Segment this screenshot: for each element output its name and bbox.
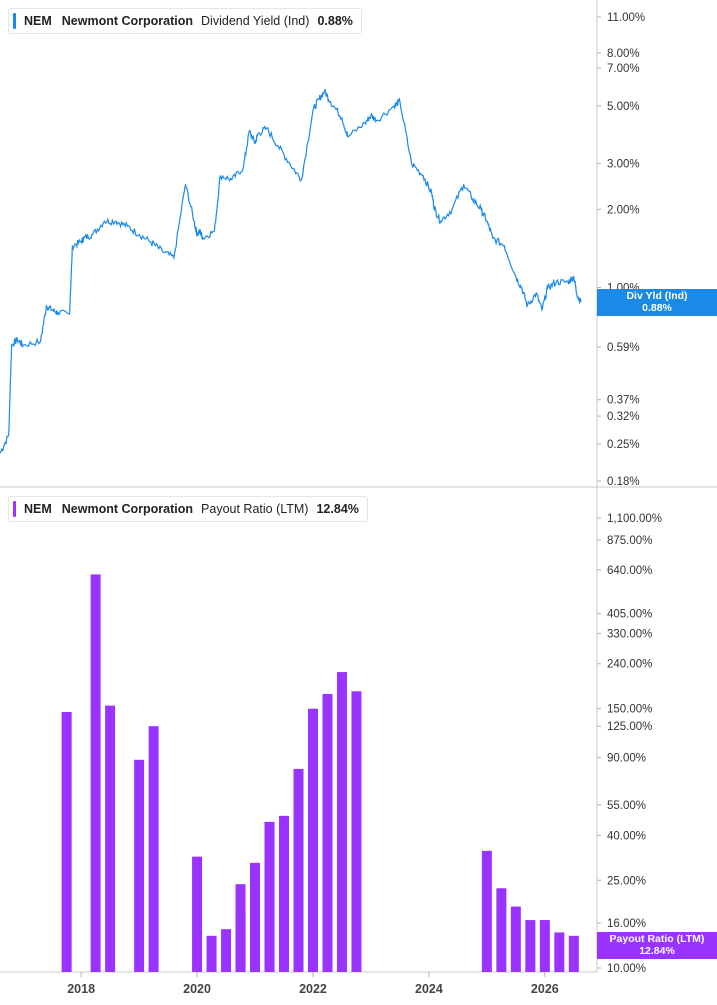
flag-label: Div Yld (Ind) — [626, 290, 688, 302]
x-tick-label: 2022 — [299, 982, 327, 996]
metric-value: 0.88% — [317, 14, 353, 28]
top-y-tick-label: 0.18% — [607, 476, 640, 488]
payout-ratio-bar — [134, 759, 145, 972]
payout-value-flag: Payout Ratio (LTM) 12.84% — [597, 932, 717, 959]
payout-ratio-bars — [61, 574, 579, 972]
payout-ratio-bar — [235, 884, 246, 972]
top-y-tick-label: 7.00% — [607, 63, 640, 75]
top-y-tick-label: 3.00% — [607, 159, 640, 171]
top-y-tick-label: 5.00% — [607, 101, 640, 113]
flag-label: Payout Ratio (LTM) — [609, 933, 705, 945]
top-y-tick-label: 0.32% — [607, 411, 640, 423]
bottom-y-tick-label: 40.00% — [607, 830, 646, 842]
ticker-label[interactable]: NEM — [24, 14, 52, 28]
bottom-y-tick-label: 150.00% — [607, 704, 652, 716]
bottom-y-tick-label: 1,100.00% — [607, 513, 662, 525]
company-name: Newmont Corporation — [61, 502, 194, 516]
series-color-swatch — [13, 13, 16, 29]
payout-ratio-bar — [192, 856, 203, 972]
x-tick-label: 2018 — [67, 982, 95, 996]
payout-ratio-bar — [336, 672, 347, 972]
payout-ratio-bar — [510, 906, 521, 972]
top-y-tick-label: 0.25% — [607, 439, 640, 451]
payout-ratio-bar — [554, 932, 565, 972]
top-y-tick-label: 11.00% — [607, 12, 645, 24]
payout-ratio-bar — [351, 691, 362, 972]
payout-ratio-bar — [525, 920, 536, 972]
bottom-legend: NEM Newmont Corporation Payout Ratio (LT… — [8, 496, 368, 522]
x-tick-label: 2024 — [415, 982, 443, 996]
top-y-axis: 11.00%8.00%7.00%5.00%3.00%2.00%1.00%0.81… — [597, 12, 645, 488]
payout-ratio-bar — [293, 768, 304, 972]
payout-ratio-bar — [264, 821, 275, 972]
flag-value: 12.84% — [639, 945, 675, 957]
payout-ratio-bar — [496, 888, 507, 972]
payout-ratio-bar — [90, 574, 101, 972]
payout-ratio-bar — [322, 693, 333, 972]
bottom-y-tick-label: 405.00% — [607, 609, 652, 621]
top-y-tick-label: 0.37% — [607, 395, 640, 407]
top-y-tick-label: 8.00% — [607, 48, 640, 60]
payout-ratio-bar — [148, 726, 159, 972]
bottom-y-tick-label: 875.00% — [607, 535, 652, 547]
bottom-y-tick-label: 16.00% — [607, 918, 646, 930]
bottom-y-tick-label: 10.00% — [607, 963, 646, 975]
payout-ratio-bar — [206, 935, 217, 972]
metric-name: Dividend Yield (Ind) — [201, 14, 310, 28]
top-legend: NEM Newmont Corporation Dividend Yield (… — [8, 8, 362, 34]
payout-ratio-bar — [568, 935, 579, 972]
payout-ratio-bar — [105, 705, 116, 972]
payout-ratio-bar — [250, 862, 261, 972]
flag-value: 0.88% — [642, 302, 672, 314]
x-axis: 2018 2020 2022 2024 2026 — [67, 972, 559, 996]
bottom-y-tick-label: 240.00% — [607, 659, 652, 671]
payout-ratio-bar — [279, 815, 290, 972]
top-y-tick-label: 0.59% — [607, 342, 640, 354]
bottom-y-tick-label: 330.00% — [607, 628, 652, 640]
payout-ratio-bar — [307, 708, 318, 972]
yield-value-flag: Div Yld (Ind) 0.88% — [597, 289, 717, 316]
metric-value: 12.84% — [316, 502, 359, 516]
payout-ratio-bar — [481, 850, 492, 972]
payout-ratio-bar — [221, 929, 232, 972]
company-name: Newmont Corporation — [61, 14, 194, 28]
payout-ratio-bar — [61, 711, 72, 972]
bottom-y-axis: 1,100.00% 875.00% 640.00% 405.00% 330.00% 240… — [597, 513, 662, 975]
series-color-swatch — [13, 501, 16, 517]
bottom-y-tick-label: 25.00% — [607, 875, 646, 887]
top-y-tick-label: 2.00% — [607, 204, 640, 216]
payout-ratio-bar — [539, 920, 550, 972]
x-tick-label: 2026 — [531, 982, 559, 996]
bottom-y-tick-label: 125.00% — [607, 721, 652, 733]
bottom-y-tick-label: 640.00% — [607, 565, 652, 577]
dividend-yield-line — [0, 89, 582, 454]
x-tick-label: 2020 — [183, 982, 211, 996]
ticker-label[interactable]: NEM — [24, 502, 52, 516]
bottom-y-tick-label: 90.00% — [607, 753, 646, 765]
bottom-y-tick-label: 55.00% — [607, 800, 646, 812]
metric-name: Payout Ratio (LTM) — [201, 502, 309, 516]
